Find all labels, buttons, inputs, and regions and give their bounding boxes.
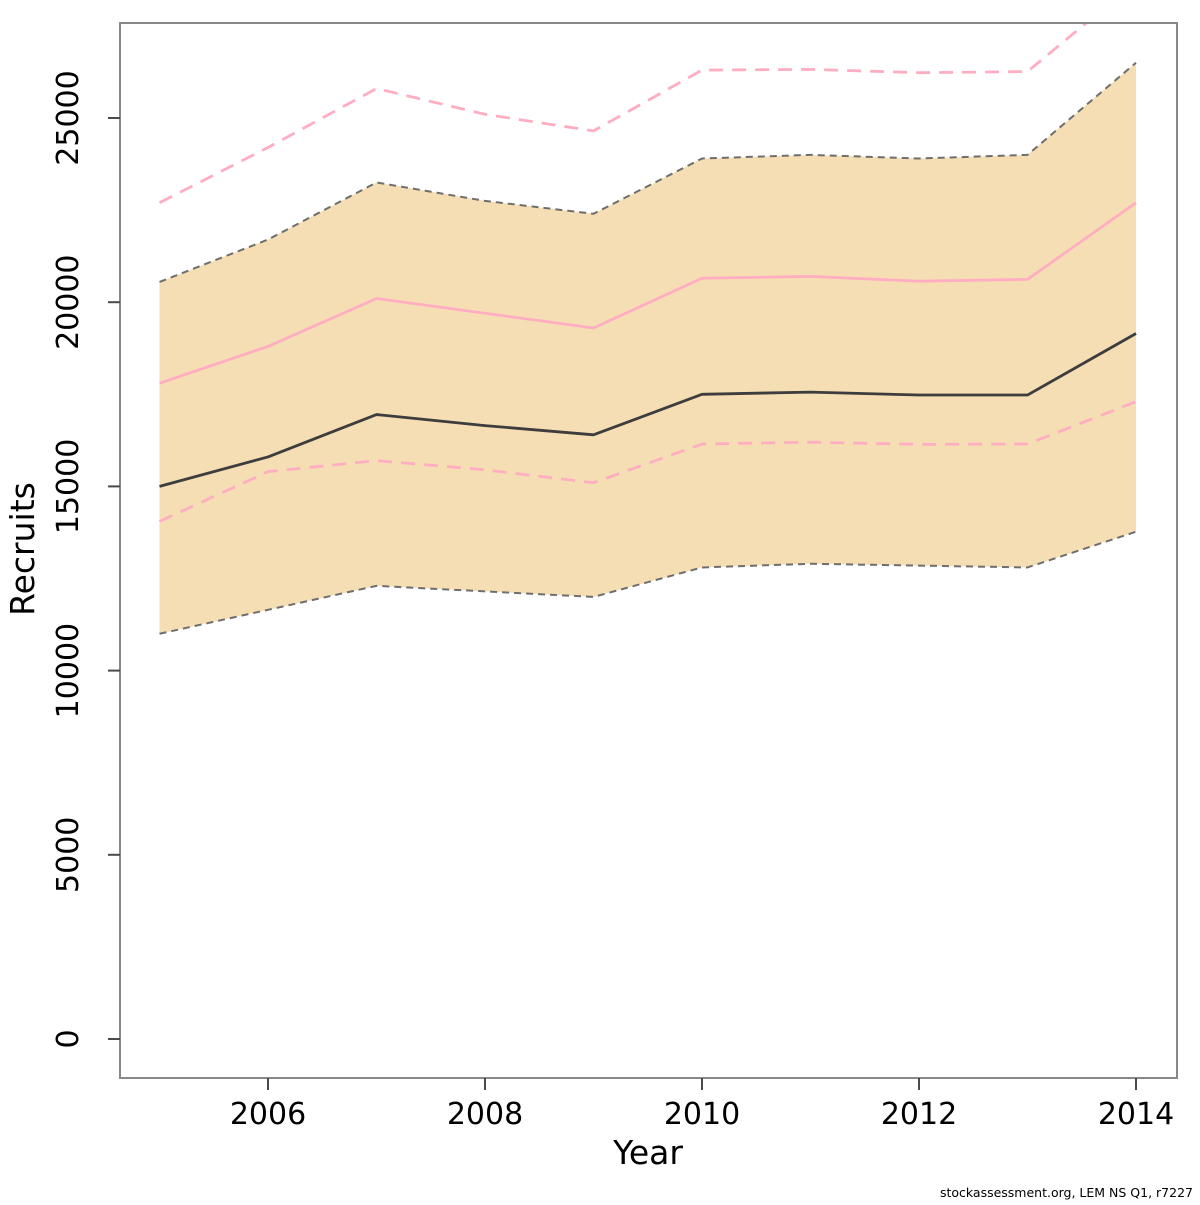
series-lines-layer: [158, 23, 1137, 635]
confidence-band: [159, 62, 1136, 634]
previous-ci-upper-line: [158, 23, 1089, 204]
x-axis-title: Year: [612, 1133, 683, 1172]
previous-ci-lower-line: [158, 400, 1137, 523]
y-tick-label: 20000: [51, 254, 86, 349]
confidence-band-layer: [159, 62, 1136, 634]
y-tick-label: 15000: [51, 439, 86, 534]
current-ci-lower-line: [159, 530, 1137, 635]
x-tick-label: 2006: [230, 1097, 306, 1132]
x-tick-label: 2010: [664, 1097, 740, 1132]
y-tick-label: 10000: [51, 623, 86, 718]
x-tick-label: 2008: [447, 1097, 523, 1132]
previous-estimate-line: [159, 201, 1137, 385]
current-ci-upper-line: [159, 61, 1137, 283]
x-tick-label: 2014: [1098, 1097, 1174, 1132]
current-estimate-line: [159, 332, 1137, 488]
y-axis-title: Recruits: [3, 482, 42, 616]
plot-border-box: [119, 22, 1178, 1079]
axes-layer: 0 5000 10000 15000 20000 25000 2006 2008 2010 201…: [51, 70, 1174, 1132]
y-tick-label: 25000: [51, 70, 86, 165]
x-tick-label: 2012: [881, 1097, 957, 1132]
y-tick-label: 5000: [51, 817, 86, 893]
footer-attribution: stockassessment.org, LEM NS Q1, r7227: [940, 1185, 1193, 1200]
y-tick-label: 0: [51, 1029, 86, 1048]
